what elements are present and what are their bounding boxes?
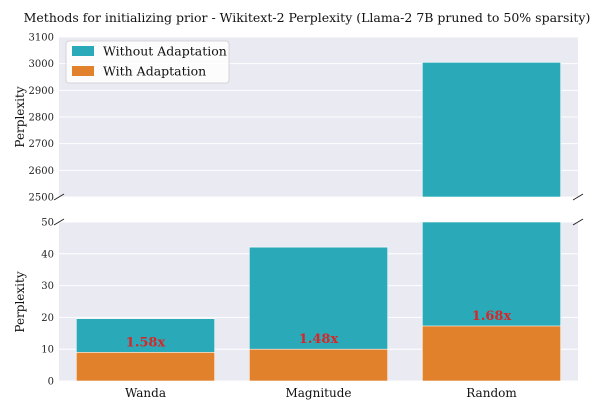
legend-swatch-without-adaptation: [72, 46, 94, 56]
upper-y-axis-label: Perplexity: [13, 86, 27, 147]
axis-break-mark: [572, 218, 584, 226]
legend: Without Adaptation With Adaptation: [65, 40, 230, 84]
x-tick-label-random: Random: [466, 386, 517, 400]
ratio-label-wanda: 1.58x: [126, 335, 166, 350]
lower-y-tick-label: 10: [41, 345, 54, 356]
legend-label-without-adaptation: Without Adaptation: [103, 44, 227, 59]
ratio-label-random: 1.68x: [472, 309, 512, 324]
upper-y-tick-label: 2600: [29, 166, 54, 177]
upper-y-tick-label: 2800: [29, 113, 54, 124]
lower-y-tick-label: 0: [48, 377, 54, 388]
upper-y-tick-label: 2500: [29, 193, 54, 204]
lower-y-tick-label: 20: [41, 313, 54, 324]
upper-y-tick-label: 2900: [29, 86, 54, 97]
lower-bar-with-adaptation-wanda: [76, 352, 215, 382]
axis-break-mark: [572, 193, 584, 201]
axis-break-mark: [53, 218, 65, 226]
x-tick-label-wanda: Wanda: [125, 386, 166, 400]
x-tick-label-magnitude: Magnitude: [285, 386, 351, 400]
ratio-label-magnitude: 1.48x: [299, 332, 339, 347]
upper-y-tick-label: 3000: [29, 59, 54, 70]
upper-y-tick-label: 3100: [29, 33, 54, 44]
lower-y-tick-label: 30: [41, 281, 54, 292]
upper-bar-without-adaptation-random: [421, 62, 561, 198]
lower-bar-with-adaptation-magnitude: [249, 348, 388, 382]
legend-label-with-adaptation: With Adaptation: [103, 64, 206, 79]
lower-bar-with-adaptation-random: [421, 325, 561, 382]
lower-y-tick-label: 50: [41, 218, 54, 229]
axis-break-mark: [53, 193, 65, 201]
legend-box: [65, 40, 230, 84]
lower-y-tick-label: 40: [41, 249, 54, 260]
lower-y-axis-label: Perplexity: [13, 271, 27, 332]
legend-swatch-with-adaptation: [72, 66, 94, 76]
lower-panel: 0 10 20 30 40 50 1.58x 1.48x 1.68x Wanda Magnitude…: [41, 218, 578, 400]
chart-title: Methods for initializing prior - Wikitex…: [24, 10, 591, 25]
upper-y-tick-label: 2700: [29, 139, 54, 150]
